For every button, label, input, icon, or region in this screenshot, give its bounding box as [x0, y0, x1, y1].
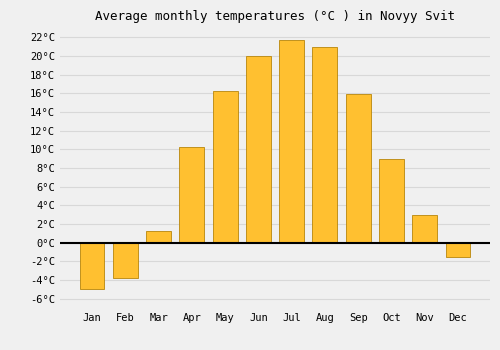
- Bar: [279, 40, 304, 243]
- Bar: [312, 47, 338, 243]
- Bar: [146, 231, 171, 243]
- Bar: [246, 56, 271, 243]
- Bar: [379, 159, 404, 243]
- Title: Average monthly temperatures (°C ) in Novyy Svit: Average monthly temperatures (°C ) in No…: [95, 10, 455, 23]
- Bar: [212, 91, 238, 243]
- Bar: [80, 243, 104, 289]
- Bar: [180, 147, 204, 243]
- Bar: [412, 215, 437, 243]
- Bar: [446, 243, 470, 257]
- Bar: [113, 243, 138, 278]
- Bar: [346, 94, 370, 243]
